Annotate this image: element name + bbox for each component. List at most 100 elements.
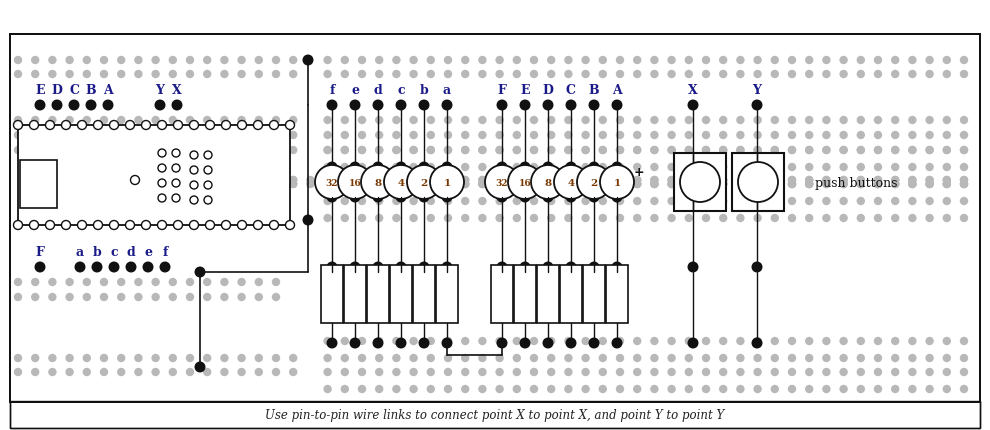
Circle shape <box>427 147 435 155</box>
Circle shape <box>737 385 744 393</box>
Circle shape <box>110 121 119 130</box>
Circle shape <box>908 197 917 206</box>
Circle shape <box>222 221 231 230</box>
Circle shape <box>186 132 194 140</box>
Circle shape <box>702 176 710 185</box>
Circle shape <box>513 176 521 185</box>
Circle shape <box>513 180 521 189</box>
Circle shape <box>206 121 215 130</box>
Circle shape <box>616 176 625 185</box>
Circle shape <box>547 214 555 223</box>
Circle shape <box>633 214 642 223</box>
Circle shape <box>753 354 761 362</box>
Circle shape <box>588 262 600 273</box>
Circle shape <box>565 100 576 111</box>
Circle shape <box>375 354 383 362</box>
Circle shape <box>650 132 658 140</box>
Circle shape <box>926 147 934 155</box>
Circle shape <box>805 354 814 362</box>
Circle shape <box>581 147 590 155</box>
Circle shape <box>856 71 865 79</box>
Circle shape <box>478 197 487 206</box>
Circle shape <box>442 192 452 203</box>
Circle shape <box>285 121 294 130</box>
Circle shape <box>392 176 401 185</box>
Circle shape <box>82 293 91 301</box>
Circle shape <box>392 163 401 172</box>
Circle shape <box>650 180 658 189</box>
Circle shape <box>926 368 934 376</box>
Circle shape <box>31 71 40 79</box>
Text: 32: 32 <box>496 178 508 187</box>
Circle shape <box>685 147 693 155</box>
Circle shape <box>702 71 710 79</box>
Circle shape <box>959 368 968 376</box>
Circle shape <box>530 180 539 189</box>
Circle shape <box>823 385 831 393</box>
Circle shape <box>942 354 951 362</box>
Circle shape <box>203 368 212 376</box>
Circle shape <box>737 214 744 223</box>
Circle shape <box>65 147 74 155</box>
Circle shape <box>186 293 194 301</box>
Circle shape <box>324 176 332 185</box>
Circle shape <box>173 121 182 130</box>
Circle shape <box>599 176 607 185</box>
Circle shape <box>564 176 572 185</box>
Circle shape <box>702 180 710 189</box>
Circle shape <box>478 117 487 125</box>
Circle shape <box>14 293 22 301</box>
Circle shape <box>719 180 728 189</box>
Text: b: b <box>93 246 101 259</box>
Circle shape <box>82 368 91 376</box>
Circle shape <box>357 176 366 185</box>
Circle shape <box>616 117 625 125</box>
Circle shape <box>461 57 469 65</box>
Circle shape <box>324 368 332 376</box>
Circle shape <box>581 176 590 185</box>
Circle shape <box>427 354 435 362</box>
Circle shape <box>547 147 555 155</box>
Circle shape <box>581 180 590 189</box>
Circle shape <box>513 180 521 189</box>
Text: A: A <box>103 84 113 97</box>
Circle shape <box>289 147 297 155</box>
Circle shape <box>444 214 452 223</box>
Circle shape <box>520 338 531 349</box>
Circle shape <box>444 197 452 206</box>
Circle shape <box>478 176 487 185</box>
Circle shape <box>158 150 166 158</box>
Circle shape <box>203 71 212 79</box>
Circle shape <box>667 57 676 65</box>
Circle shape <box>497 100 508 111</box>
Circle shape <box>547 132 555 140</box>
Circle shape <box>908 385 917 393</box>
Circle shape <box>410 214 418 223</box>
Circle shape <box>581 147 590 155</box>
Circle shape <box>327 262 338 273</box>
Circle shape <box>513 354 521 362</box>
Circle shape <box>375 163 383 172</box>
Circle shape <box>375 147 383 155</box>
Circle shape <box>530 176 539 185</box>
Circle shape <box>908 117 917 125</box>
Circle shape <box>49 71 56 79</box>
Bar <box>413 265 435 323</box>
Circle shape <box>392 385 401 393</box>
Circle shape <box>926 180 934 189</box>
Circle shape <box>753 176 761 185</box>
Circle shape <box>650 163 658 172</box>
Circle shape <box>478 337 487 345</box>
Circle shape <box>687 338 699 349</box>
Circle shape <box>100 71 108 79</box>
Circle shape <box>375 71 383 79</box>
Circle shape <box>203 57 212 65</box>
Circle shape <box>719 180 728 189</box>
Circle shape <box>959 147 968 155</box>
Text: Y: Y <box>155 84 164 97</box>
Circle shape <box>461 176 469 185</box>
Circle shape <box>392 71 401 79</box>
Circle shape <box>856 147 865 155</box>
Circle shape <box>908 71 917 79</box>
Circle shape <box>737 163 744 172</box>
